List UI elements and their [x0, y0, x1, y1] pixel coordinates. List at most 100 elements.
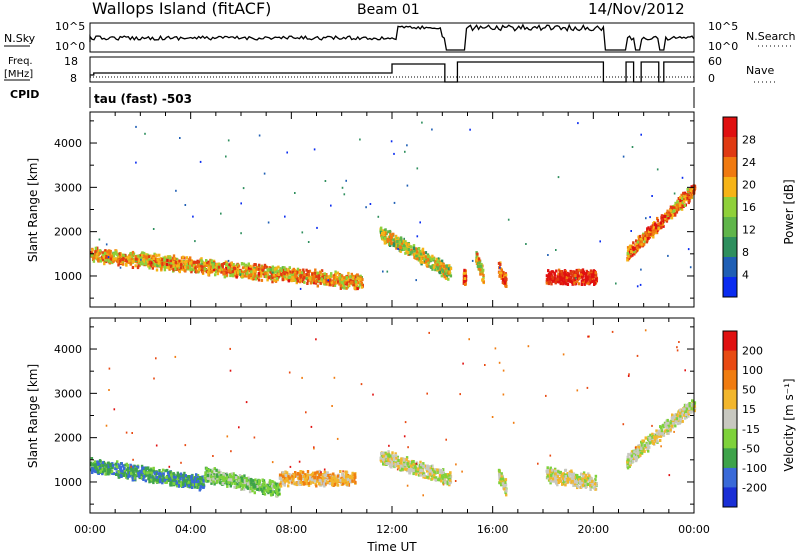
heatmap-cell: [233, 271, 236, 275]
heatmap-cell: [272, 271, 276, 275]
heatmap-cell: [127, 474, 130, 478]
heatmap-cell: [381, 237, 384, 241]
heatmap-cell: [97, 259, 100, 263]
heatmap-cell: [271, 280, 274, 284]
heatmap-cell: [103, 462, 106, 466]
heatmap-cell: [142, 475, 146, 478]
heatmap-cell: [306, 473, 309, 477]
heatmap-cell: [268, 276, 271, 280]
heatmap-cell: [122, 464, 125, 468]
heatmap-cell: [275, 487, 278, 491]
colorbar-block: [723, 277, 737, 298]
heatmap-cell: [303, 280, 306, 284]
heatmap-cell: [636, 285, 639, 288]
heatmap-cell: [303, 274, 306, 278]
heatmap-cell: [299, 268, 302, 272]
heatmap-cell: [146, 260, 150, 264]
heatmap-cell: [555, 249, 557, 251]
heatmap-cell: [184, 474, 187, 478]
heatmap-cell: [676, 200, 679, 204]
heatmap-cell: [408, 471, 411, 475]
heatmap-cell: [98, 459, 102, 463]
heatmap-cell: [570, 280, 574, 284]
heatmap-cell: [148, 468, 151, 472]
heatmap-cell: [157, 261, 161, 265]
heatmap-cell: [227, 481, 230, 484]
heatmap-cell: [292, 475, 295, 479]
heatmap-cell: [168, 474, 171, 478]
heatmap-cell: [347, 271, 350, 275]
heatmap-cell: [463, 280, 466, 283]
heatmap-cell: [361, 278, 364, 282]
heatmap-cell: [392, 232, 395, 236]
heatmap-cell: [193, 478, 197, 482]
heatmap-cell: [654, 227, 658, 231]
heatmap-cell: [140, 473, 143, 477]
heatmap-cell: [500, 271, 503, 275]
heatmap-cell: [379, 458, 382, 462]
heatmap-cell: [393, 152, 395, 155]
heatmap-cell: [321, 481, 324, 485]
heatmap-cell: [342, 283, 346, 287]
heatmap-cell: [96, 460, 99, 464]
heatmap-cell: [294, 274, 298, 278]
heatmap-cell: [183, 260, 186, 264]
heatmap-cell: [225, 272, 228, 276]
heatmap-cell: [642, 237, 645, 241]
heatmap-cell: [253, 480, 256, 484]
heatmap-cell: [196, 269, 199, 273]
heatmap-cell: [150, 261, 153, 265]
heatmap-cell: [646, 234, 649, 237]
heatmap-cell: [189, 267, 192, 271]
heatmap-cell: [141, 254, 144, 257]
heatmap-cell: [230, 481, 234, 485]
heatmap-cell: [108, 259, 111, 263]
heatmap-cell: [418, 249, 422, 253]
heatmap-cell: [262, 272, 266, 275]
heatmap-cell: [114, 462, 117, 466]
heatmap-cell: [112, 260, 115, 263]
heatmap-cell: [391, 451, 394, 455]
heatmap-cell: [356, 273, 359, 277]
heatmap-cell: [227, 139, 230, 142]
heatmap-cell: [149, 254, 152, 258]
heatmap-cell: [284, 268, 287, 272]
heatmap-cell: [410, 251, 413, 255]
heatmap-cell: [548, 280, 552, 284]
heatmap-cell: [632, 241, 635, 245]
heatmap-cell: [169, 483, 172, 487]
heatmap-cell: [174, 260, 178, 264]
heatmap-cell: [137, 264, 140, 268]
heatmap-cell: [265, 266, 268, 269]
heatmap-cell: [396, 240, 399, 243]
heatmap-cell: [122, 473, 125, 477]
heatmap-cell: [594, 271, 597, 275]
heatmap-cell: [389, 236, 393, 240]
heatmap-cell: [682, 191, 685, 195]
heatmap-cell: [119, 259, 122, 263]
heatmap-cell: [226, 484, 229, 488]
heatmap-cell: [218, 475, 221, 479]
heatmap-cell: [650, 225, 653, 229]
heatmap-cell: [108, 249, 111, 253]
heatmap-cell: [675, 207, 678, 211]
heatmap-cell: [232, 479, 236, 483]
heatmap-cell: [328, 479, 332, 483]
heatmap-cell: [351, 479, 354, 483]
heatmap-cell: [334, 477, 337, 481]
heatmap-cell: [104, 472, 107, 476]
heatmap-cell: [351, 276, 355, 280]
heatmap-cell: [435, 257, 438, 261]
heatmap-cell: [550, 282, 553, 286]
heatmap-cell: [431, 477, 434, 481]
heatmap-cell: [482, 280, 485, 284]
heatmap-cell: [142, 257, 145, 261]
heatmap-cell: [571, 282, 574, 286]
heatmap-cell: [670, 209, 674, 213]
heatmap-cell: [551, 270, 555, 274]
heatmap-cell: [183, 471, 186, 475]
heatmap-cell: [577, 282, 581, 286]
heatmap-cell: [288, 476, 291, 480]
heatmap-cell: [425, 467, 429, 471]
heatmap-cell: [304, 477, 307, 481]
